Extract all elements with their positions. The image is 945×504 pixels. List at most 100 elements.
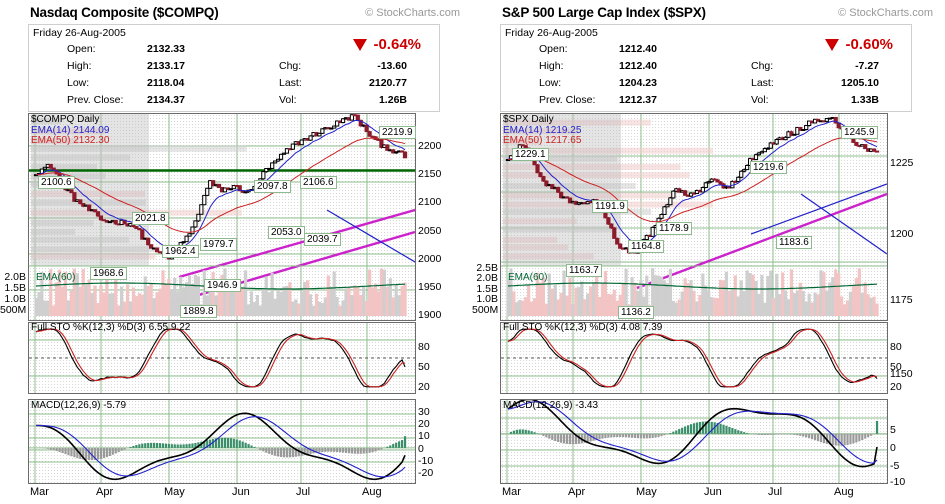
panel-header-spx: S&P 500 Large Cap Index ($SPX) © StockCh… [472,4,945,24]
month-tick: Jul [296,486,310,498]
price-axis-tick: 2200 [418,140,441,152]
sto-axis-tick: 80 [890,341,902,353]
price-axis-tick: 1950 [418,281,441,293]
volume-axis-tick: 2.5B [472,262,498,274]
macd-axis-tick: -5 [890,460,899,472]
sto-axis-tick: 20 [890,381,902,393]
change-percent-value-2: -0.60% [845,36,893,53]
macd-legend-2: MACD(12,26,9) -3.43 [503,400,598,412]
change-percent: -0.64% [353,36,421,53]
symbol-label: $COMPQ Daily [31,114,109,126]
price-annotation: 1229.1 [512,148,549,161]
month-tick: Jun [704,486,722,498]
volume-axis-tick: 2.0B [0,271,26,283]
symbol-label-2: $SPX Daily [503,114,581,126]
macd-axis-tick: 30 [418,406,430,418]
change-percent-2: -0.60% [825,36,893,53]
chg-label: Chg: [279,60,301,72]
prev-close-label: Prev. Close: [67,94,123,106]
macd-axis-tick: 0 [890,442,896,454]
price-annotation: 1164.8 [628,240,664,253]
price-annotation: 1968.6 [90,267,127,280]
ema-fast-label-2: EMA(14) 1219.25 [503,125,581,137]
low-label: Low: [67,77,89,89]
price-annotation: 1245.9 [841,126,878,139]
price-volume-plot [28,113,416,321]
last-value-2: 1205.10 [801,77,879,89]
price-annotation: 1979.7 [200,238,237,251]
open-label: Open: [67,43,96,55]
change-percent-value: -0.64% [373,36,421,53]
copyright-label-2: © StockCharts.com [838,7,933,19]
low-value-2: 1204.23 [619,77,657,89]
volume-axis-tick: 500M [0,304,26,316]
sto-grid-2 [501,323,887,393]
price-legend-2: $SPX Daily EMA(14) 1219.25 EMA(50) 1217.… [503,114,581,147]
price-legend: $COMPQ Daily EMA(14) 2144.09 EMA(50) 213… [31,114,109,147]
last-label: Last: [279,77,302,89]
macd-series-2 [507,400,879,468]
quote-date: Friday 26-Aug-2005 [33,27,126,39]
price-annotation: 1219.6 [750,161,787,174]
price-annotation: 2053.0 [268,226,305,239]
volume-legend-2: EMA(60) [508,272,547,284]
macd-axis-tick: 0 [418,443,424,455]
quote-date-2: Friday 26-Aug-2005 [505,27,598,39]
volume-legend: EMA(60) [36,272,75,284]
open-value-2: 1212.40 [619,43,657,55]
month-tick: Apr [568,486,585,498]
last-value: 2120.77 [329,77,407,89]
price-axis-tick: 1225 [890,157,913,169]
volume-axis-tick: 1.5B [0,282,26,294]
open-value: 2132.33 [147,43,185,55]
month-tick: Mar [30,486,49,498]
vol-value-2: 1.33B [801,94,879,106]
price-axis-tick: 1900 [418,309,441,321]
month-tick: May [164,486,185,498]
high-value-2: 1212.40 [619,60,657,72]
stochastic-plot-2 [500,322,888,394]
last-label-2: Last: [751,77,774,89]
macd-legend: MACD(12,26,9) -5.79 [31,400,126,412]
price-axis-tick: 2100 [418,196,441,208]
price-axis-tick: 2050 [418,225,441,237]
month-tick: Jun [232,486,250,498]
price-axis-tick: 2000 [418,253,441,265]
month-tick: Aug [362,486,382,498]
sto-legend-2: Full STO %K(12,3) %D(3) 4.08 7.39 [503,322,662,334]
price-axis-tick: 2150 [418,168,441,180]
page-title: Nasdaq Composite ($COMPQ) [30,5,219,20]
price-axis-tick: 1150 [890,368,913,380]
chart-panel-spx: S&P 500 Large Cap Index ($SPX) © StockCh… [472,0,945,504]
price-annotation: 1178.9 [656,222,692,235]
page-title-2: S&P 500 Large Cap Index ($SPX) [502,5,706,20]
vol-label-2: Vol: [751,94,769,106]
low-value: 2118.04 [147,77,184,89]
month-tick: May [636,486,657,498]
volume-axis-tick: 1.0B [0,293,26,305]
high-label-2: High: [539,60,564,72]
triangle-down-icon-2 [825,39,840,51]
triangle-down-icon [353,39,368,51]
price-annotation: 2106.6 [300,176,337,189]
sto-axis-tick: 80 [418,341,430,353]
chg-value-2: -7.27 [801,60,879,72]
sto-series [35,328,406,388]
price-axis-tick: 1175 [890,294,913,306]
macd-axis-tick: 5 [890,424,896,436]
month-tick: Apr [96,486,113,498]
high-value: 2133.17 [147,60,185,72]
ema-slow-label-2: EMA(50) 1217.65 [503,135,581,147]
chart-panel-compq: Nasdaq Composite ($COMPQ) © StockCharts.… [0,0,472,504]
volume-axis-tick: 1.0B [472,293,498,305]
chg-value: -13.60 [329,60,407,72]
macd-axis-tick: 10 [418,430,430,442]
price-annotation: 1136.2 [618,306,654,319]
price-axis-tick: 1200 [890,228,913,240]
price-annotation: 1889.8 [180,305,217,318]
volume-axis-tick: 500M [472,304,498,316]
month-tick: Jul [768,486,782,498]
macd-plot-2 [500,399,888,484]
sto-axis-tick: 50 [890,361,902,373]
price-annotation: 2039.7 [304,233,341,246]
